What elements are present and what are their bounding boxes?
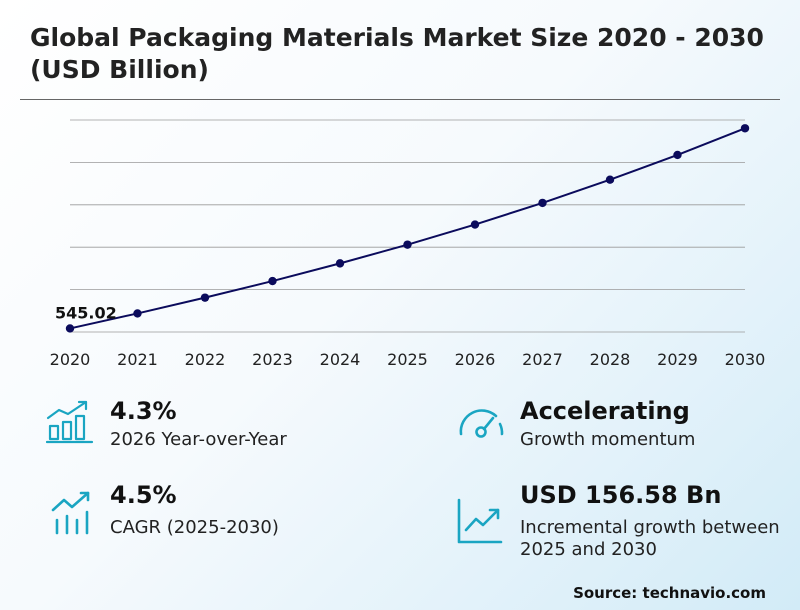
- x-tick-label: 2020: [50, 350, 91, 369]
- data-point: [403, 240, 412, 249]
- series-line: [69, 127, 746, 330]
- x-tick-label: 2029: [657, 350, 698, 369]
- data-point: [335, 259, 345, 268]
- x-tick-label: 2023: [252, 350, 293, 369]
- data-label: 545.02: [55, 303, 117, 322]
- data-point: [470, 220, 480, 229]
- data-point: [605, 175, 615, 184]
- yoy-value: 4.3%: [110, 397, 177, 425]
- title-divider: [20, 99, 780, 100]
- data-point: [268, 276, 277, 286]
- data-points: [65, 124, 750, 333]
- data-labels: 545.02: [55, 303, 117, 322]
- source-credit: Source: technavio.com: [573, 584, 766, 602]
- x-tick-label: 2024: [320, 350, 361, 369]
- trend-bars-icon: [51, 491, 90, 535]
- x-tick-label: 2025: [387, 350, 428, 369]
- data-point: [740, 124, 750, 133]
- speedometer-icon: [459, 409, 504, 438]
- data-point: [200, 293, 210, 302]
- momentum-label: Growth momentum: [520, 429, 696, 450]
- x-tick-label: 2027: [522, 350, 563, 369]
- data-point: [65, 324, 75, 333]
- momentum-value: Accelerating: [520, 397, 690, 425]
- x-tick-label: 2030: [725, 350, 766, 369]
- chart-title: Global Packaging Materials Market Size 2…: [30, 23, 764, 84]
- x-tick-label: 2026: [455, 350, 496, 369]
- x-axis-tick-labels: 2020 2021 2022 2023 2024 2025 2026 2027 2028 2029…: [50, 350, 766, 369]
- incremental-label: Incremental growth between 2025 and 2030: [520, 517, 780, 560]
- data-point: [133, 309, 142, 318]
- x-tick-label: 2022: [185, 350, 226, 369]
- chart-gridlines: [70, 119, 745, 333]
- line-chart-up-icon: [457, 498, 503, 544]
- cagr-label: CAGR (2025-2030): [110, 517, 279, 538]
- bar-chart-growth-icon: [46, 400, 94, 444]
- incremental-value: USD 156.58 Bn: [520, 481, 722, 509]
- data-point: [538, 198, 547, 208]
- line-chart: 2020 2021 2022 2023 2024 2025 2026 2027 2028 2029…: [50, 119, 766, 369]
- cagr-value: 4.5%: [110, 481, 177, 509]
- yoy-label: 2026 Year-over-Year: [110, 429, 287, 450]
- x-tick-label: 2021: [117, 350, 158, 369]
- x-tick-label: 2028: [590, 350, 631, 369]
- data-point: [673, 150, 682, 160]
